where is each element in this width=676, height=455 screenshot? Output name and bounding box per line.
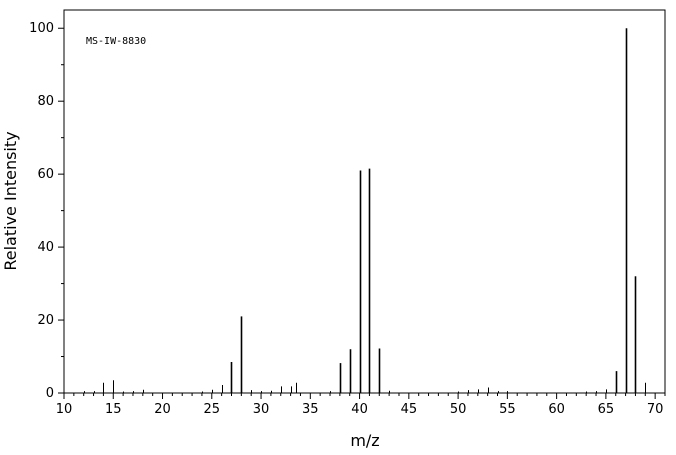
x-tick-label: 15 (105, 402, 122, 417)
y-tick-label: 40 (37, 240, 54, 255)
x-tick-label: 55 (499, 402, 516, 417)
x-tick-label: 30 (253, 402, 270, 417)
peak-group (84, 28, 646, 393)
y-axis-title: Relative Intensity (1, 131, 20, 270)
y-tick-label: 20 (37, 313, 54, 328)
x-tick-label: 65 (598, 402, 615, 417)
x-tick-label: 10 (56, 402, 73, 417)
x-tick-label: 20 (154, 402, 171, 417)
y-tick-label: 100 (29, 21, 54, 36)
x-tick-label: 70 (647, 402, 664, 417)
y-tick-label: 0 (46, 386, 54, 401)
x-axis-title: m/z (350, 431, 379, 450)
tick-group: 10 15 20 25 30 35 40 45 50 55 60 65 70 0 20 40 60 80 100 (29, 21, 666, 417)
y-tick-label: 60 (37, 167, 54, 182)
annotation-label: MS-IW-8830 (86, 36, 146, 47)
x-tick-label: 35 (302, 402, 319, 417)
x-tick-label: 60 (548, 402, 565, 417)
x-tick-label: 25 (204, 402, 221, 417)
plot-frame (63, 9, 666, 394)
y-tick-label: 80 (37, 94, 54, 109)
x-tick-label: 40 (351, 402, 368, 417)
x-tick-label: 45 (401, 402, 418, 417)
x-tick-label: 50 (450, 402, 467, 417)
